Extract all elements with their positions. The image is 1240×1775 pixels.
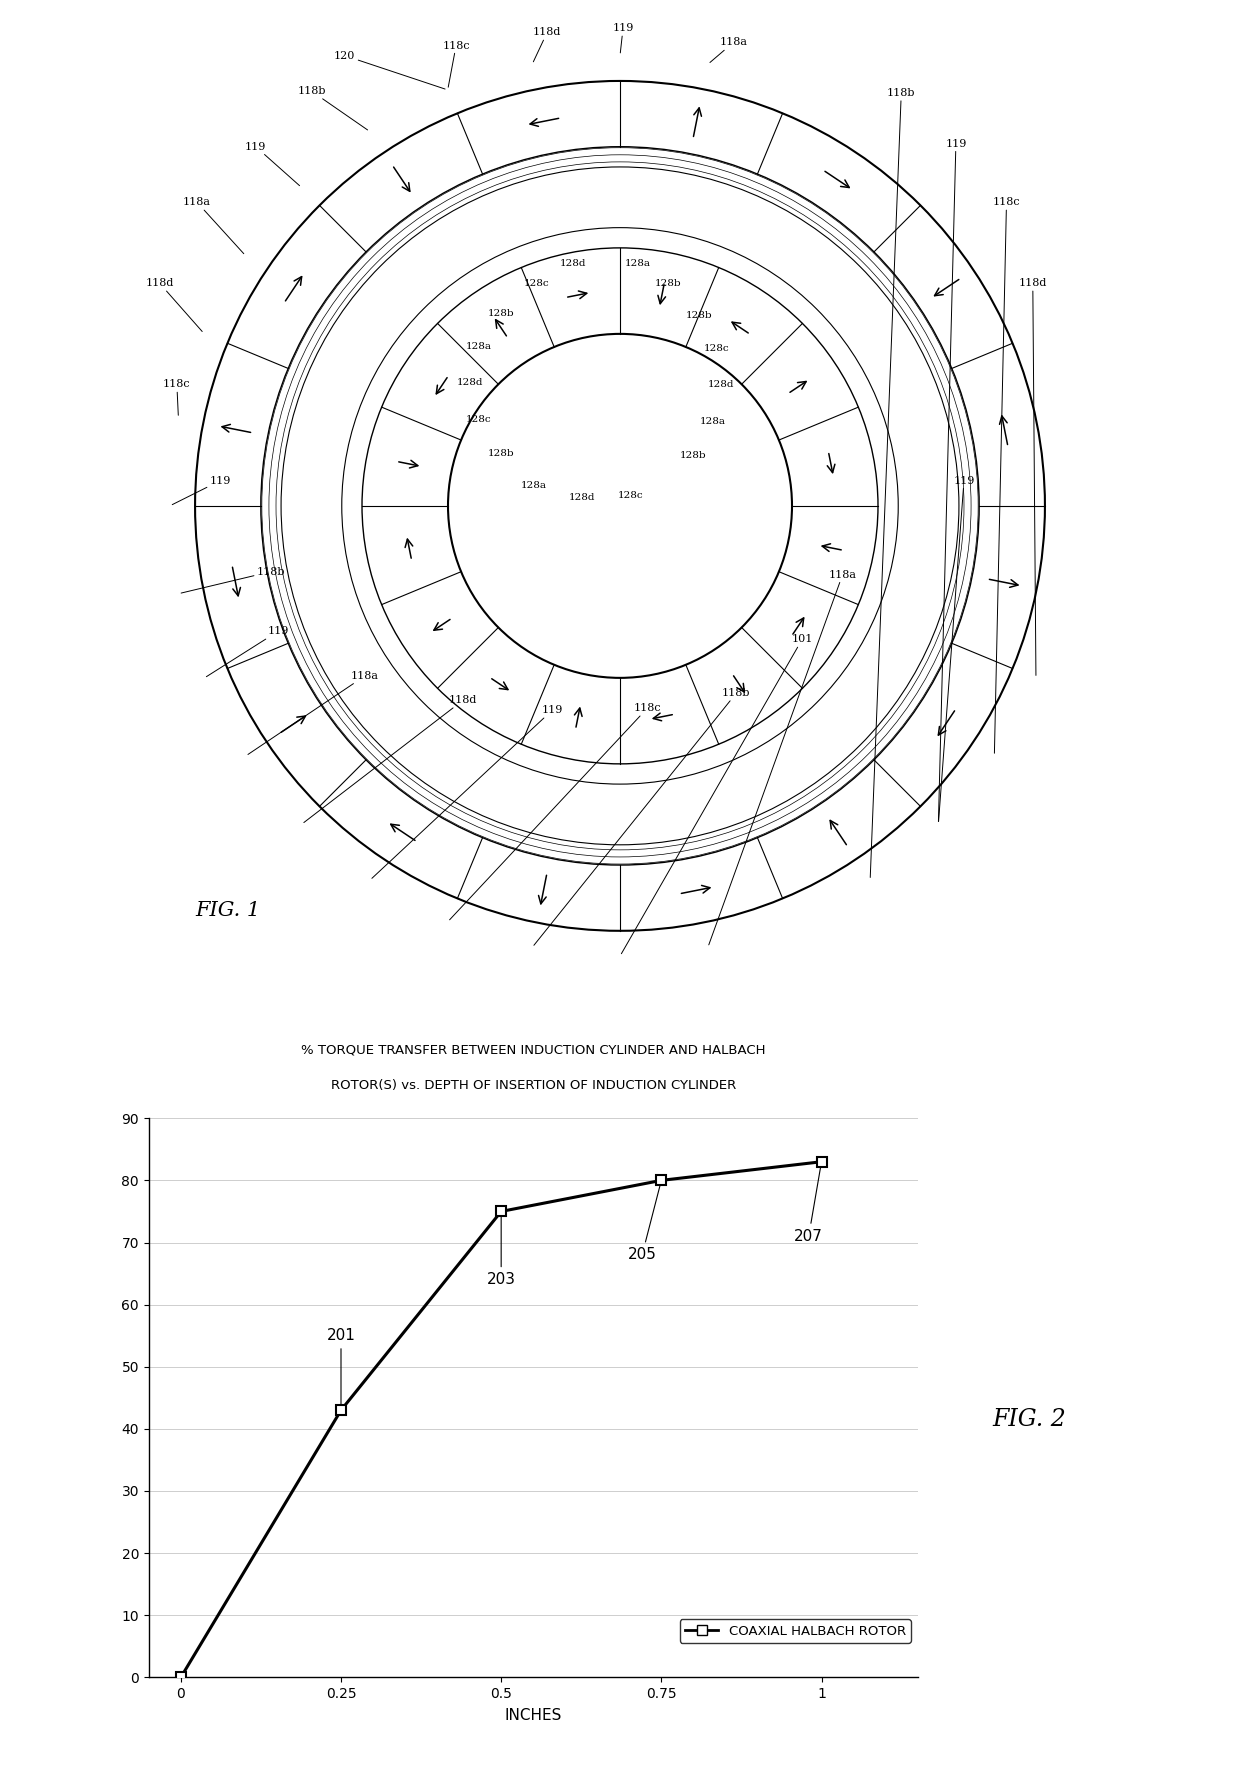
Text: 118a: 118a bbox=[184, 197, 244, 254]
Text: 119: 119 bbox=[206, 627, 289, 676]
Text: FIG. 2: FIG. 2 bbox=[992, 1409, 1065, 1431]
Text: 119: 119 bbox=[172, 476, 231, 504]
Text: 128d: 128d bbox=[568, 493, 595, 502]
Text: 203: 203 bbox=[486, 1214, 516, 1287]
Text: 118a: 118a bbox=[709, 570, 857, 944]
Text: 118b: 118b bbox=[298, 85, 367, 130]
Text: 207: 207 bbox=[795, 1164, 823, 1244]
Text: 119: 119 bbox=[246, 142, 300, 186]
Text: FIG. 1: FIG. 1 bbox=[195, 902, 260, 919]
Legend: COAXIAL HALBACH ROTOR: COAXIAL HALBACH ROTOR bbox=[680, 1619, 911, 1644]
Text: 118b: 118b bbox=[870, 89, 915, 877]
Text: 119: 119 bbox=[939, 476, 975, 822]
Text: 118a: 118a bbox=[248, 671, 379, 754]
Text: 128a: 128a bbox=[521, 481, 547, 490]
Text: 118d: 118d bbox=[145, 279, 202, 332]
Text: 118c: 118c bbox=[162, 380, 191, 415]
Text: 118d: 118d bbox=[1018, 279, 1047, 676]
Text: 118c: 118c bbox=[443, 41, 470, 87]
Text: 118c: 118c bbox=[450, 703, 661, 919]
Text: 119: 119 bbox=[372, 705, 563, 879]
Text: 128c: 128c bbox=[703, 344, 729, 353]
Text: ROTOR(S) vs. DEPTH OF INSERTION OF INDUCTION CYLINDER: ROTOR(S) vs. DEPTH OF INSERTION OF INDUC… bbox=[331, 1079, 735, 1092]
Text: 118a: 118a bbox=[711, 37, 748, 62]
Text: 118b: 118b bbox=[181, 566, 285, 593]
Text: 128b: 128b bbox=[487, 309, 513, 318]
Text: 128d: 128d bbox=[560, 259, 587, 268]
Text: 201: 201 bbox=[326, 1328, 356, 1408]
Text: 128c: 128c bbox=[465, 415, 491, 424]
Text: 128d: 128d bbox=[708, 380, 734, 389]
Text: 128c: 128c bbox=[525, 279, 549, 288]
Text: 128a: 128a bbox=[465, 341, 491, 350]
Text: 119: 119 bbox=[613, 23, 634, 53]
Text: 118c: 118c bbox=[993, 197, 1021, 753]
Text: 128a: 128a bbox=[701, 417, 727, 426]
X-axis label: INCHES: INCHES bbox=[505, 1708, 562, 1724]
Text: 128b: 128b bbox=[655, 279, 682, 288]
Text: 118b: 118b bbox=[534, 689, 750, 946]
Text: 128b: 128b bbox=[686, 311, 712, 320]
Text: 128b: 128b bbox=[487, 449, 513, 458]
Text: 128d: 128d bbox=[458, 378, 484, 387]
Text: 119: 119 bbox=[939, 138, 967, 822]
Text: 118d: 118d bbox=[533, 27, 562, 62]
Text: 120: 120 bbox=[334, 51, 445, 89]
Text: 128a: 128a bbox=[625, 259, 651, 268]
Text: % TORQUE TRANSFER BETWEEN INDUCTION CYLINDER AND HALBACH: % TORQUE TRANSFER BETWEEN INDUCTION CYLI… bbox=[301, 1044, 765, 1056]
Text: 205: 205 bbox=[627, 1184, 661, 1262]
Text: 118d: 118d bbox=[304, 696, 477, 822]
Text: 128b: 128b bbox=[680, 451, 706, 460]
Text: 101: 101 bbox=[621, 634, 812, 953]
Text: 128c: 128c bbox=[618, 492, 642, 501]
